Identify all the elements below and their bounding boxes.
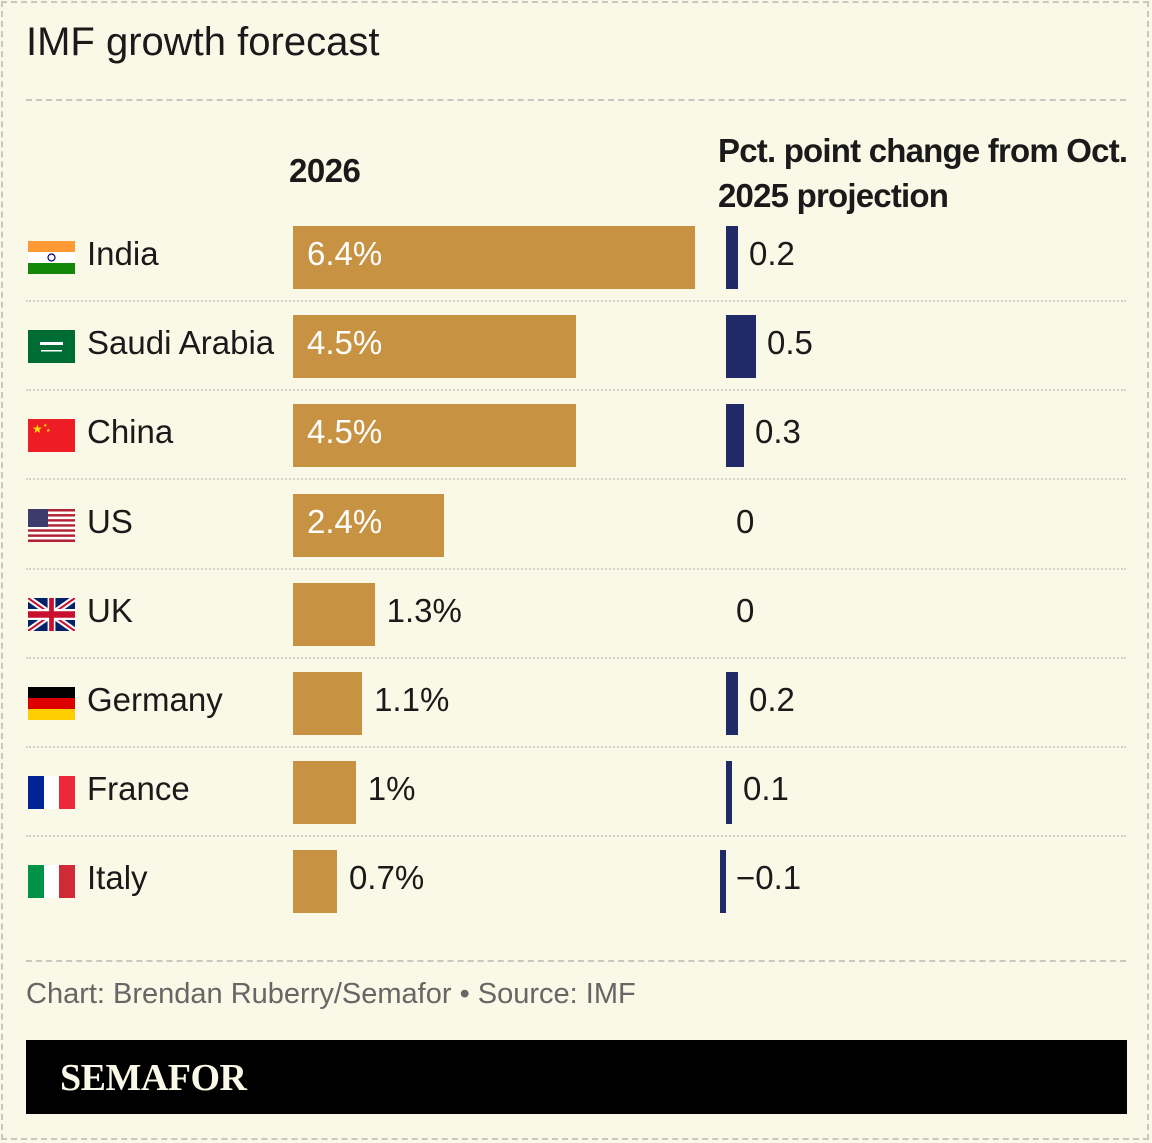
growth-bar xyxy=(293,493,444,557)
svg-text:★: ★ xyxy=(32,422,43,436)
country-label: China xyxy=(87,413,174,451)
chart-row: Germany 1.1% 0.2 xyxy=(26,659,1126,748)
country-label: Italy xyxy=(87,859,148,897)
change-bar xyxy=(720,850,726,914)
row-separator xyxy=(26,300,1126,302)
growth-value-label: 4.5% xyxy=(307,413,383,451)
change-bar xyxy=(726,226,738,289)
row-separator xyxy=(26,835,1126,838)
country-label: Germany xyxy=(87,681,223,718)
country-label: India xyxy=(87,235,159,272)
country-label: UK xyxy=(87,591,133,629)
source-note: Chart: Brendan Ruberry/Semafor • Source:… xyxy=(26,978,636,1010)
italy-flag-icon xyxy=(28,865,75,899)
row-separator xyxy=(26,478,1126,481)
divider xyxy=(26,960,1126,962)
change-value-label: 0 xyxy=(736,502,755,540)
chart-row: India 6.4% 0.2 xyxy=(26,213,1126,302)
growth-bar xyxy=(293,672,363,735)
semafor-logo: SEMAFOR xyxy=(60,1057,247,1099)
column-header-change: Pct. point change from Oct. 2025 project… xyxy=(718,132,1128,214)
growth-value-label: 1.3% xyxy=(386,591,462,629)
chart-row: France 1% 0.1 xyxy=(26,748,1126,838)
change-value-label: 0 xyxy=(736,591,755,629)
india-flag-icon xyxy=(28,241,75,274)
change-bar xyxy=(726,315,756,379)
change-value-label: 0.1 xyxy=(743,770,789,808)
svg-text:★: ★ xyxy=(46,428,51,434)
row-separator xyxy=(26,746,1126,748)
growth-value-label: 4.5% xyxy=(307,324,383,362)
china-flag-icon: ★ ★ ★ xyxy=(28,419,75,453)
row-separator xyxy=(26,567,1126,570)
country-label: Saudi Arabia xyxy=(87,324,275,362)
change-value-label: 0.2 xyxy=(749,681,795,718)
change-bar xyxy=(726,761,732,825)
germany-flag-icon xyxy=(28,687,75,720)
change-bar xyxy=(726,404,744,468)
column-header-2026: 2026 xyxy=(289,152,361,189)
row-separator xyxy=(26,389,1126,392)
change-value-label: −0.1 xyxy=(736,859,802,897)
divider xyxy=(26,99,1126,101)
growth-bar xyxy=(293,582,375,646)
growth-value-label: 1.1% xyxy=(374,681,450,718)
growth-value-label: 6.4% xyxy=(307,235,383,272)
brand-bar: SEMAFOR xyxy=(26,1040,1127,1114)
growth-bar xyxy=(293,315,576,379)
country-label: France xyxy=(87,770,190,808)
growth-bar xyxy=(293,761,356,825)
france-flag-icon xyxy=(28,776,75,810)
chart-row: Saudi Arabia 4.5% 0.5 xyxy=(26,302,1126,392)
growth-bar xyxy=(293,850,337,914)
svg-text:★: ★ xyxy=(43,423,48,429)
change-value-label: 0.3 xyxy=(755,413,801,451)
country-label: US xyxy=(87,502,133,540)
growth-bar xyxy=(293,404,576,468)
chart-row: UK 1.3% 0 xyxy=(26,570,1126,659)
chart-row: US 2.4% 0 xyxy=(26,481,1126,570)
growth-value-label: 2.4% xyxy=(307,502,383,540)
uk-flag-icon xyxy=(28,597,75,631)
chart-row: Italy 0.7% −0.1 xyxy=(26,837,1126,926)
growth-value-label: 0.7% xyxy=(348,859,425,897)
us-flag-icon xyxy=(28,508,75,542)
change-bar xyxy=(726,672,738,735)
row-separator xyxy=(26,656,1126,659)
change-value-label: 0.5 xyxy=(767,324,813,362)
chart-row: ★ ★ ★ China 4.5% 0.3 xyxy=(26,391,1126,481)
saudi-arabia-flag-icon xyxy=(28,330,75,364)
change-value-label: 0.2 xyxy=(749,235,795,272)
chart-title: IMF growth forecast xyxy=(26,20,380,64)
growth-value-label: 1% xyxy=(367,770,416,808)
growth-bar xyxy=(293,226,695,289)
